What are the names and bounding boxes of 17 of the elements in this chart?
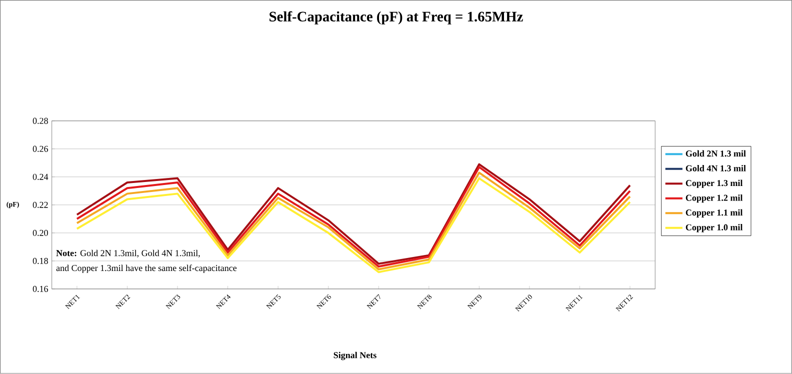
y-tick-label: 0.24: [32, 174, 48, 180]
legend-label: Copper 1.2 mil: [686, 194, 743, 203]
y-tick-label: 0.28: [32, 118, 48, 124]
y-tick-label: 0.16: [32, 286, 48, 292]
annotation: Note: Gold 2N 1.3mil, Gold 4N 1.3mil,: [56, 250, 200, 258]
annotation: and Copper 1.3mil have the same self-capacitance: [56, 264, 237, 274]
y-tick-label: 0.20: [32, 230, 48, 236]
legend-label: Gold 2N 1.3 mil: [686, 150, 746, 157]
x-axis-title: Signal Nets: [334, 352, 376, 360]
chart-title: Self-Capacitance (pF) at Freq = 1.65MHz: [270, 11, 523, 25]
y-tick-label: 0.22: [32, 202, 48, 208]
legend-label: Copper 1.1 mil: [686, 209, 743, 218]
y-tick-label: 0.18: [32, 258, 48, 264]
y-tick-label: 0.26: [32, 146, 48, 152]
legend-label: Copper 1.0 mil: [686, 224, 743, 232]
legend-label: Copper 1.3 mil: [686, 180, 743, 188]
legend-label: Gold 4N 1.3 mil: [686, 165, 746, 172]
